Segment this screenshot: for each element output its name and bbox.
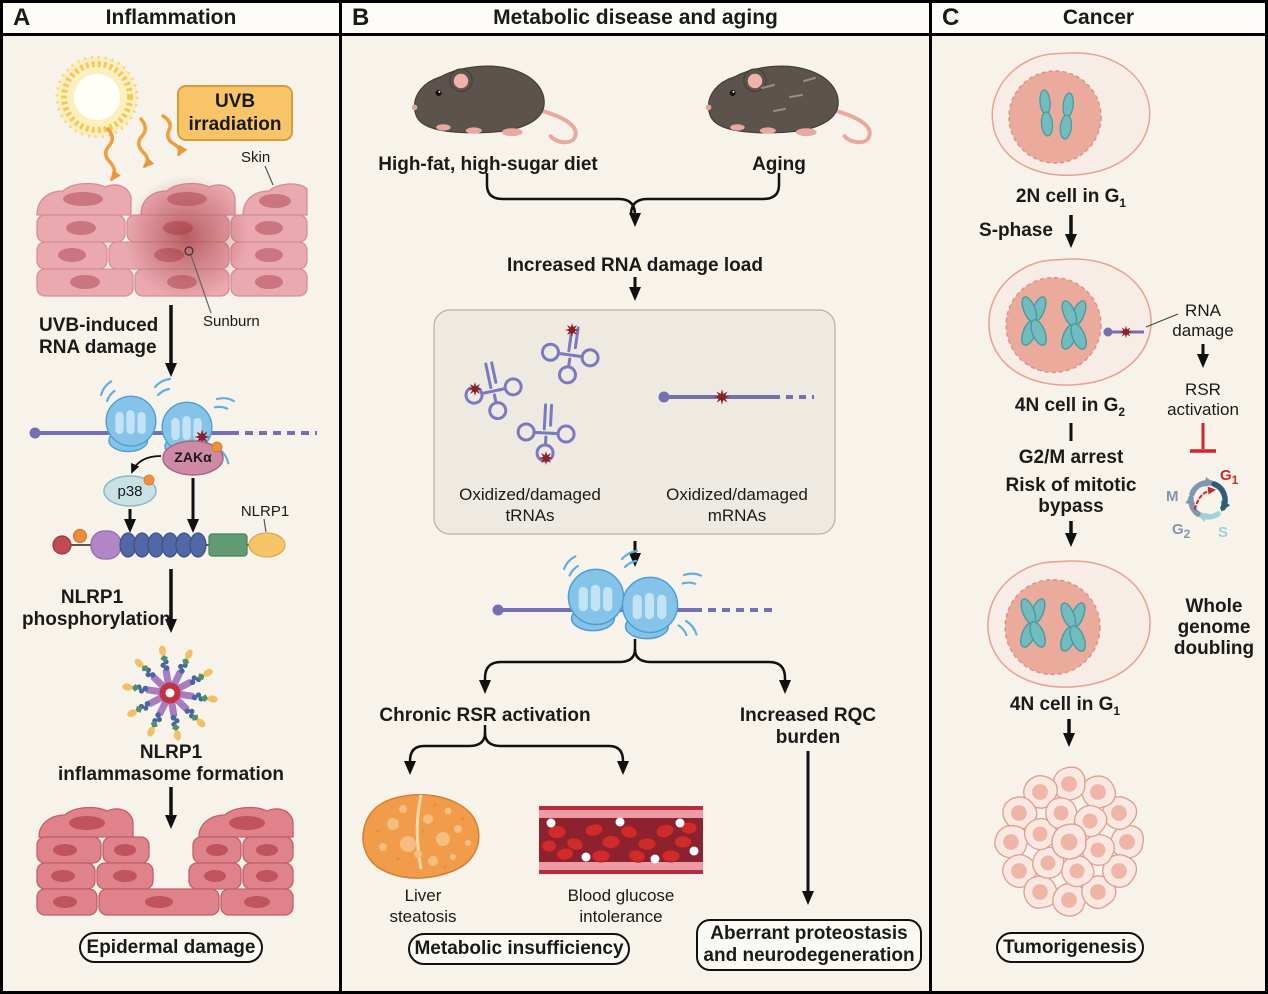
- split-bracket-1: [479, 639, 791, 694]
- panel-inflammation: A Inflammation: [3, 3, 339, 991]
- mitotic-bypass-arrow: [1194, 486, 1216, 510]
- hfd-label: High-fat, high-sugar diet: [378, 154, 598, 175]
- cell-4n-g2-icon: [988, 258, 1152, 386]
- cell-cycle-icon: [1185, 477, 1231, 523]
- skin-tissue-icon: [36, 175, 308, 314]
- cycle-m-label: M: [1166, 488, 1179, 505]
- trna-label: Oxidized/damaged tRNAs: [459, 485, 601, 525]
- nlrp1-domain-chain-icon: [52, 518, 286, 560]
- sun-icon: [55, 55, 139, 139]
- mitotic-bypass-label: Risk of mitotic bypass: [1005, 475, 1137, 517]
- panel-c-title: Cancer: [1062, 6, 1135, 29]
- cell-2n-label: 2N cell in G1: [1015, 186, 1127, 210]
- rna-load-label: Increased RNA damage load: [507, 255, 763, 276]
- zak-alpha-icon: [162, 440, 224, 476]
- ribosome-collision-icon: [29, 377, 317, 466]
- panel-c-header: C Cancer: [932, 3, 1265, 36]
- rsr-activation-label: RSR activation: [1167, 380, 1239, 419]
- rna-damage-label: RNA damage: [1172, 301, 1234, 340]
- divider-bc: [929, 3, 932, 991]
- metabolic-insufficiency-box: Metabolic insufficiency: [408, 933, 630, 965]
- inhibition-bar-icon: [1190, 423, 1216, 453]
- panel-a-header: A Inflammation: [3, 3, 339, 36]
- panel-c-letter: C: [942, 4, 960, 31]
- mrna-icon: [658, 389, 814, 405]
- sunburn-marker: [184, 246, 194, 256]
- liver-steatosis-label: Liver steatosis: [389, 886, 457, 926]
- aging-label: Aging: [752, 154, 806, 175]
- panel-b-title: Metabolic disease and aging: [493, 6, 778, 29]
- uvb-irradiation-box: UVB irradiation: [177, 85, 293, 141]
- aging-streaks: [761, 77, 816, 112]
- sunburn-label: Sunburn: [203, 313, 260, 330]
- cycle-g1-label: G1: [1220, 467, 1239, 487]
- split-bracket-2: [404, 725, 629, 775]
- s-phase-label: S-phase: [979, 220, 1053, 241]
- cell-4n-g2-label: 4N cell in G2: [1014, 395, 1126, 419]
- chronic-rsr-label: Chronic RSR activation: [379, 705, 591, 726]
- blood-glucose-label: Blood glucose intolerance: [567, 886, 675, 926]
- nlrp1-domain-label: NLRP1: [240, 503, 290, 520]
- damaged-epidermis-icon: [36, 806, 294, 916]
- inflammasome-formation-label: NLRP1 inflammasome formation: [58, 742, 284, 785]
- blood-vessel-icon: [539, 806, 703, 874]
- skin-pointer-line: [264, 165, 274, 186]
- liver-icon: [362, 794, 480, 879]
- g2m-arrest-label: G2/M arrest: [1018, 447, 1124, 468]
- epidermal-damage-box: Epidermal damage: [79, 932, 263, 963]
- skin-label: Skin: [241, 149, 271, 166]
- panel-b-header: B Metabolic disease and aging: [342, 3, 929, 36]
- tumorigenesis-box: Tumorigenesis: [996, 932, 1144, 963]
- panel-b-letter: B: [352, 4, 370, 31]
- damaged-rna-box: [433, 309, 836, 535]
- tumor-cluster-icon: [990, 766, 1147, 922]
- panel-a-letter: A: [13, 4, 31, 31]
- rqc-burden-label: Increased RQC burden: [739, 705, 877, 748]
- panel-metabolic: B Metabolic disease and aging: [342, 3, 929, 991]
- uvb-induced-label: UVB-induced RNA damage: [39, 315, 159, 358]
- rna-damage-icon: [1103, 313, 1179, 339]
- cell-4n-g1-label: 4N cell in G1: [1009, 694, 1121, 718]
- p38-label: p38: [117, 483, 143, 500]
- zak-label: ZAKα: [174, 449, 212, 465]
- mrna-label: Oxidized/damaged mRNAs: [666, 485, 808, 525]
- cell-2n-icon: [991, 52, 1151, 176]
- panel-cancer: C Cancer: [932, 3, 1265, 991]
- collided-ribosomes-icon: [492, 549, 778, 640]
- sunburn-glow: [125, 175, 249, 299]
- divider-ab: [339, 3, 342, 991]
- cell-4n-g1-icon: [987, 560, 1151, 688]
- mouse-aging-icon: [706, 66, 870, 142]
- aberrant-proteostasis-box: Aberrant proteostasis and neurodegenerati…: [696, 919, 922, 971]
- merge-bracket: [485, 173, 781, 227]
- wgd-label: Whole genome doubling: [1173, 596, 1255, 659]
- mouse-hfd-icon: [412, 66, 576, 142]
- cycle-g2-label: G2: [1172, 521, 1191, 541]
- nlrp1-phosphorylation-label: NLRP1 phosphorylation: [22, 587, 171, 630]
- arrow-zak-to-p38: [131, 455, 162, 474]
- p38-icon: [103, 474, 157, 507]
- uv-rays-icon: [104, 114, 188, 182]
- inflammasome-icon: [122, 645, 219, 741]
- cycle-s-label: S: [1218, 524, 1229, 541]
- panel-a-title: Inflammation: [105, 6, 237, 29]
